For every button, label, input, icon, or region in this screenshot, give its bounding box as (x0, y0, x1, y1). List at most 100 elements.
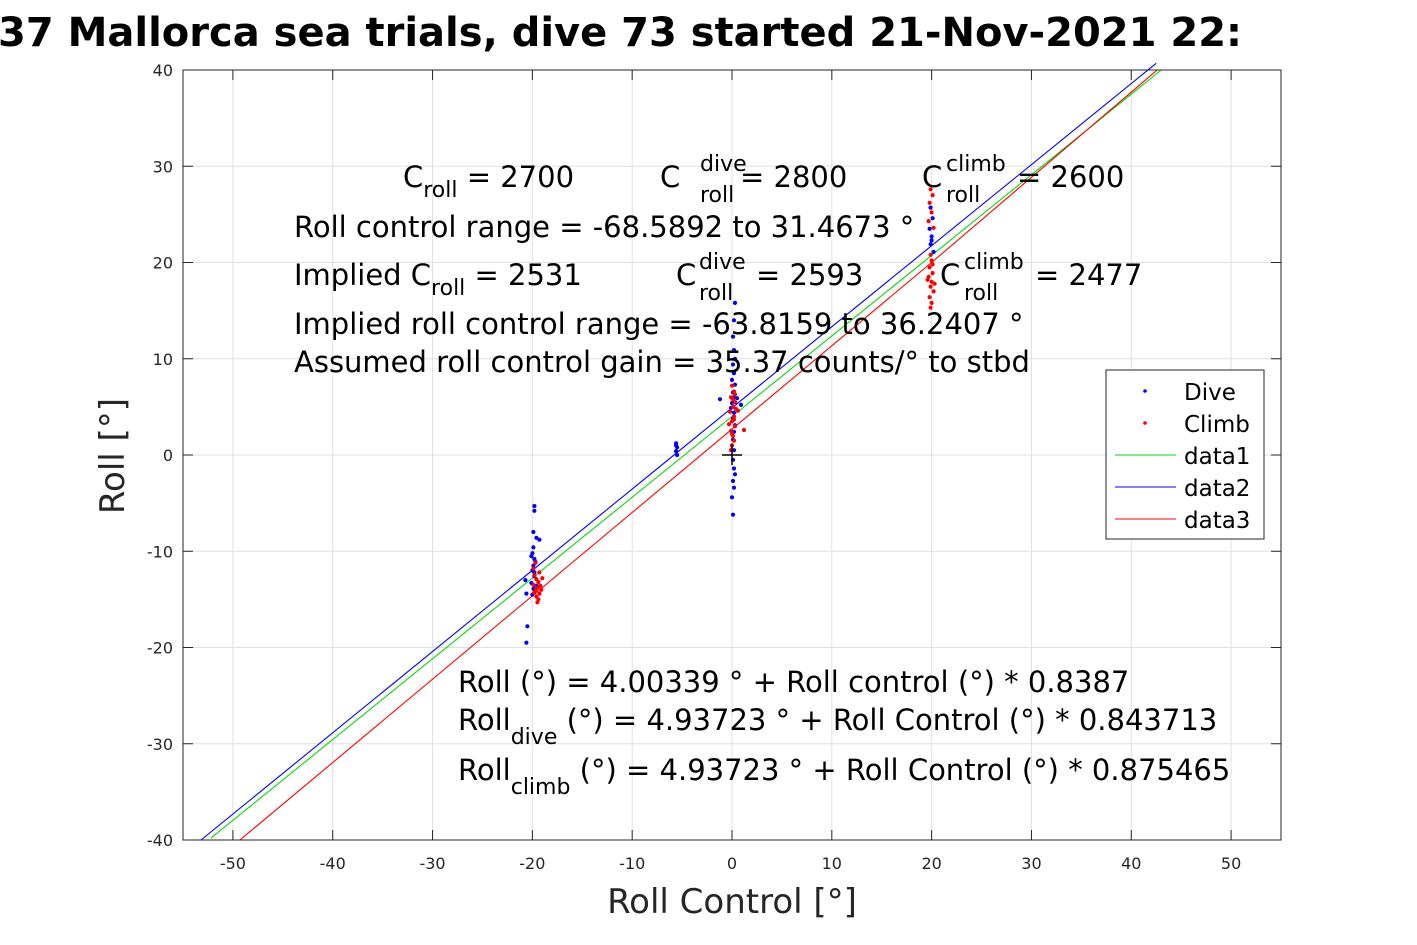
point-climb (927, 295, 932, 300)
x-tick-label: 50 (1221, 854, 1241, 873)
x-tick-label: 10 (822, 854, 842, 873)
annotation-implied-c-roll-dive-sup: dive (699, 250, 746, 275)
annotation-c-roll-dive-sub: roll (700, 183, 734, 208)
point-dive (729, 377, 735, 382)
y-tick-label: -20 (147, 639, 173, 658)
point-climb (531, 566, 536, 571)
annotation-c-roll-climb: C (922, 160, 942, 194)
point-dive (525, 624, 530, 629)
point-climb (927, 200, 932, 205)
y-tick-label: 30 (153, 157, 173, 176)
point-dive (532, 570, 537, 575)
point-climb (930, 193, 935, 198)
point-dive (674, 443, 679, 448)
annotation-c-roll-climb-value: = 2600 (1017, 160, 1124, 194)
point-dive (928, 242, 933, 247)
point-climb (931, 289, 936, 294)
point-dive (732, 472, 738, 477)
point-dive (931, 249, 936, 254)
point-climb (741, 427, 747, 433)
point-climb (537, 570, 542, 575)
y-tick-label: 0 (163, 446, 173, 465)
annotation-roll-control-range: Roll control range = -68.5892 to 31.4673… (294, 210, 914, 244)
annotation-implied-c-roll: Implied Croll = 2531 (294, 258, 582, 301)
point-climb (729, 383, 735, 388)
annotation-implied-c-roll-dive-value: = 2593 (756, 258, 863, 292)
annotation-fit-dive: Rolldive (°) = 4.93723 ° + Roll Control … (458, 703, 1217, 750)
annotation-implied-c-roll-dive: C (676, 258, 696, 292)
point-dive (730, 512, 736, 517)
point-climb (539, 587, 544, 592)
point-dive (532, 508, 537, 513)
annotation-c-roll-dive: C (660, 160, 680, 194)
point-climb (928, 284, 933, 289)
point-dive (730, 362, 736, 367)
point-dive (529, 554, 534, 559)
annotation-c-roll-climb-sup: climb (946, 152, 1006, 177)
point-dive (929, 238, 934, 243)
x-tick-label: -30 (419, 854, 445, 873)
point-dive (732, 300, 738, 305)
point-climb (533, 560, 538, 565)
point-dive (928, 205, 933, 210)
annotation-implied-c-roll-climb-value: = 2477 (1035, 258, 1142, 292)
point-climb (535, 600, 540, 605)
x-tick-label: -10 (619, 854, 645, 873)
point-dive (675, 452, 680, 458)
point-climb (929, 300, 934, 305)
point-climb (930, 271, 935, 276)
point-climb (726, 422, 732, 427)
point-climb (931, 225, 936, 230)
x-tick-label: -20 (519, 854, 545, 873)
point-dive (731, 348, 737, 353)
origin-crosshair (722, 445, 742, 465)
annotation-c-roll-climb-sub: roll (946, 183, 980, 208)
annotation-implied-range: Implied roll control range = -63.8159 to… (294, 307, 1024, 341)
point-climb (727, 409, 733, 414)
point-dive (730, 478, 736, 484)
x-tick-label: -40 (320, 854, 346, 873)
y-tick-label: -10 (147, 542, 173, 561)
point-climb (929, 279, 934, 284)
annotation-assumed-gain: Assumed roll control gain = 35.37 counts… (294, 345, 1030, 379)
point-dive (537, 537, 542, 542)
legend-label-climb: Climb (1184, 412, 1250, 438)
point-climb (731, 414, 737, 419)
y-tick-label: -40 (147, 831, 173, 850)
point-climb (732, 424, 738, 429)
point-dive (929, 234, 934, 239)
point-dive (523, 578, 528, 583)
point-dive (524, 591, 529, 596)
point-climb (729, 431, 735, 436)
point-climb (932, 281, 937, 286)
point-climb (731, 438, 737, 443)
point-dive (731, 318, 737, 323)
point-dive (732, 356, 738, 361)
point-dive (927, 226, 932, 231)
point-climb (928, 305, 933, 310)
annotation-fit-all: Roll (°) = 4.00339 ° + Roll control (°) … (458, 665, 1129, 699)
point-dive (674, 449, 679, 454)
point-climb (730, 404, 736, 409)
annotation-implied-c-roll-climb: C (940, 258, 960, 292)
point-climb (929, 258, 934, 263)
annotation-c-roll: Croll = 2700 (403, 160, 574, 203)
annotations: Croll = 2700 C dive roll = 2800 C climb … (294, 152, 1230, 800)
point-dive (734, 396, 740, 401)
legend-label-data3: data3 (1184, 508, 1250, 534)
legend-label-dive: Dive (1184, 380, 1236, 406)
y-tick-label: 20 (153, 254, 173, 273)
x-tick-label: -50 (220, 854, 246, 873)
legend-label-data2: data2 (1184, 476, 1250, 502)
point-dive (930, 216, 935, 221)
point-climb (926, 219, 931, 224)
point-dive (532, 503, 537, 509)
point-climb (928, 187, 933, 192)
x-tick-label: 40 (1121, 854, 1141, 873)
point-dive (730, 334, 736, 339)
point-dive (729, 495, 735, 500)
point-climb (925, 277, 930, 282)
legend-label-data1: data1 (1184, 444, 1250, 470)
point-climb (927, 265, 932, 270)
